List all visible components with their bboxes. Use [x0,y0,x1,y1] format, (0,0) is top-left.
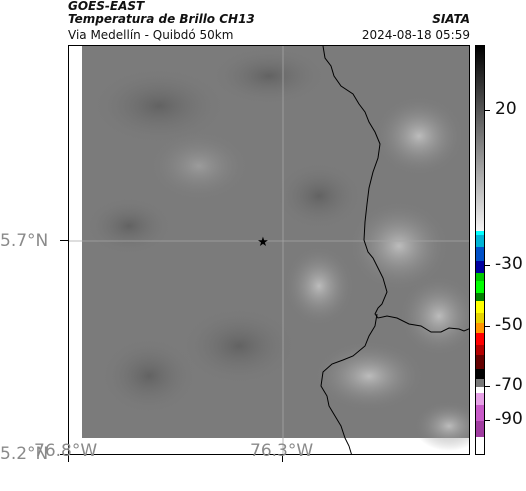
product-title: Temperatura de Brillo CH13 [68,12,255,26]
lat-tick [60,240,68,241]
colorbar-gradient [476,46,484,454]
region-subtitle: Via Medellín - Quibdó 50km [68,28,234,42]
map-canvas: ★ [69,46,469,454]
colorbar-label: -90 [495,409,523,429]
colorbar-label: -50 [495,315,523,335]
timestamp-label: 2024-08-18 05:59 [361,28,470,42]
department-boundary-south [320,313,378,454]
department-boundary [322,46,469,333]
colorbar-label: -70 [495,375,523,395]
lat-label: 5.7°N [0,231,49,251]
colorbar-label: -30 [495,254,523,274]
station-star-icon: ★ [257,235,269,250]
colorbar-tick [485,420,490,421]
colorbar-tick [485,265,490,266]
satellite-title: GOES-EAST [68,0,145,13]
lon-tick [68,455,69,462]
organization-label: SIATA [432,12,470,26]
colorbar [475,45,485,455]
colorbar-tick [485,386,490,387]
colorbar-tick [485,110,490,111]
satellite-map: ★ [68,45,470,455]
colorbar-tick [485,326,490,327]
lon-tick [282,455,283,462]
lat-tick [60,454,68,455]
lat-label: 5.2°N [0,444,49,464]
lon-label: 76.3°W [250,441,314,461]
colorbar-label: 20 [495,99,517,119]
lon-label: 76.8°W [34,441,98,461]
